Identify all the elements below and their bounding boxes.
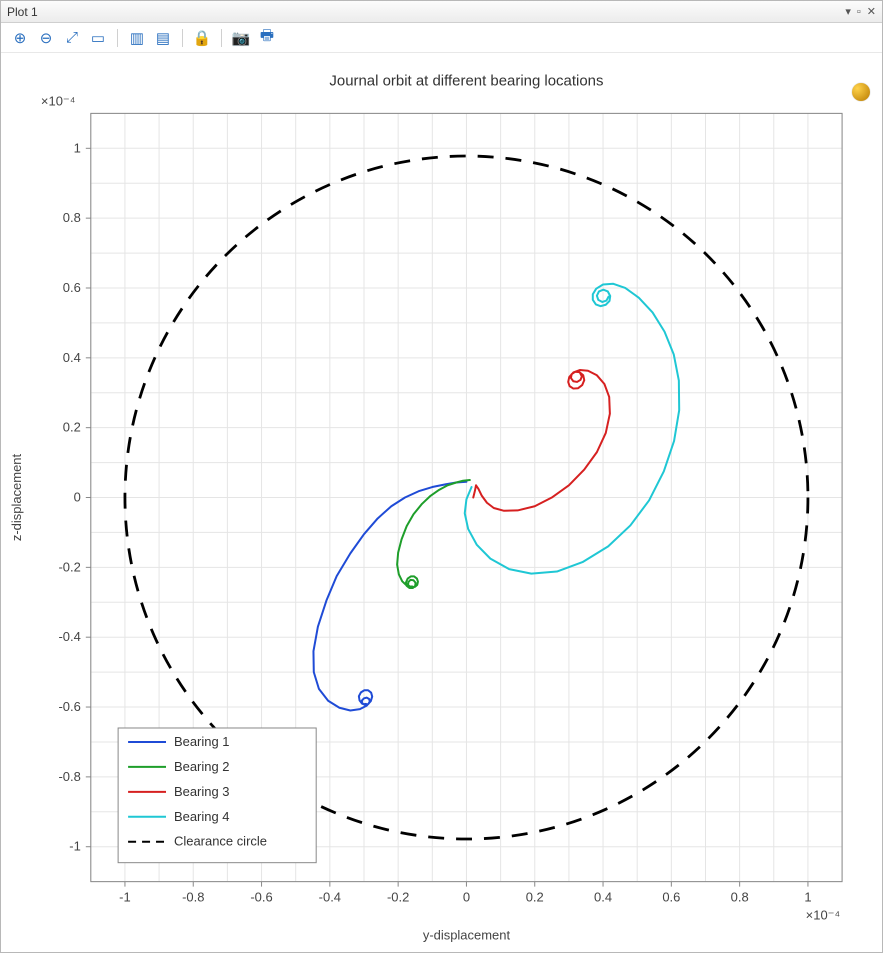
chart-svg: -1 -1 -0.8 -0.8 -0.6 -0.6 -0.4 -0.4 -0.2 -0.2 0 0 0.… [1, 53, 882, 952]
y-tick-label: 0 [74, 490, 81, 505]
maximize-icon[interactable]: ▫ [857, 6, 861, 18]
y-tick-label: 0.8 [63, 210, 81, 225]
x-tick-label: 1 [804, 890, 811, 905]
x-tick-label: -0.2 [387, 890, 409, 905]
x-tick-label: -0.6 [250, 890, 272, 905]
log-y-icon[interactable]: ▤ [152, 27, 174, 49]
log-x-icon[interactable]: ▥ [126, 27, 148, 49]
x-tick-label: 0.2 [526, 890, 544, 905]
legend-label: Bearing 4 [174, 809, 230, 824]
y-tick-label: 0.6 [63, 280, 81, 295]
x-exponent: ×10⁻⁴ [806, 908, 840, 923]
chart-title: Journal orbit at different bearing locat… [329, 72, 603, 89]
plot-area: -1 -1 -0.8 -0.8 -0.6 -0.6 -0.4 -0.4 -0.2 -0.2 0 0 0.… [1, 53, 882, 952]
legend-label: Clearance circle [174, 834, 267, 849]
y-tick-label: 1 [74, 140, 81, 155]
titlebar: Plot 1 ▾ ▫ ✕ [1, 1, 882, 23]
x-tick-label: 0.4 [594, 890, 612, 905]
legend-label: Bearing 3 [174, 784, 230, 799]
toolbar: ⊕⊖⤢▭ ▥▤ 🔒 📷🖶 [1, 23, 882, 53]
close-icon[interactable]: ✕ [867, 5, 876, 18]
toolbar-separator [221, 29, 222, 47]
y-tick-label: 0.4 [63, 350, 81, 365]
x-tick-label: -0.4 [319, 890, 341, 905]
x-tick-label: -0.8 [182, 890, 204, 905]
plot-window: Plot 1 ▾ ▫ ✕ ⊕⊖⤢▭▥▤🔒📷🖶 -1-1-0.8-0.8-0.6-… [0, 0, 883, 953]
y-tick-label: -0.2 [58, 559, 80, 574]
zoom-out-icon[interactable]: ⊖ [35, 27, 57, 49]
legend-label: Bearing 2 [174, 759, 230, 774]
y-tick-label: -0.8 [58, 769, 80, 784]
x-tick-label: 0.6 [662, 890, 680, 905]
x-tick-label: 0.8 [731, 890, 749, 905]
zoom-in-icon[interactable]: ⊕ [9, 27, 31, 49]
minimize-icon[interactable]: ▾ [845, 5, 851, 18]
x-tick-label: 0 [463, 890, 470, 905]
y-exponent: ×10⁻⁴ [41, 93, 75, 108]
y-tick-label: -0.4 [58, 629, 80, 644]
print-icon[interactable]: 🖶 [256, 27, 278, 49]
plot-logo-icon [852, 83, 870, 101]
toolbar-separator [117, 29, 118, 47]
y-tick-label: -1 [69, 839, 81, 854]
window-title: Plot 1 [7, 5, 845, 19]
x-axis-label: y-displacement [423, 928, 511, 943]
legend-label: Bearing 1 [174, 734, 230, 749]
y-axis-label: z-displacement [9, 454, 24, 542]
lock-icon[interactable]: 🔒 [191, 27, 213, 49]
window-controls: ▾ ▫ ✕ [845, 5, 876, 18]
y-tick-label: -0.6 [58, 699, 80, 714]
zoom-box-icon[interactable]: ▭ [87, 27, 109, 49]
toolbar-separator [182, 29, 183, 47]
y-tick-label: 0.2 [63, 420, 81, 435]
camera-icon[interactable]: 📷 [230, 27, 252, 49]
x-tick-label: -1 [119, 890, 131, 905]
zoom-extents-icon[interactable]: ⤢ [61, 27, 83, 49]
